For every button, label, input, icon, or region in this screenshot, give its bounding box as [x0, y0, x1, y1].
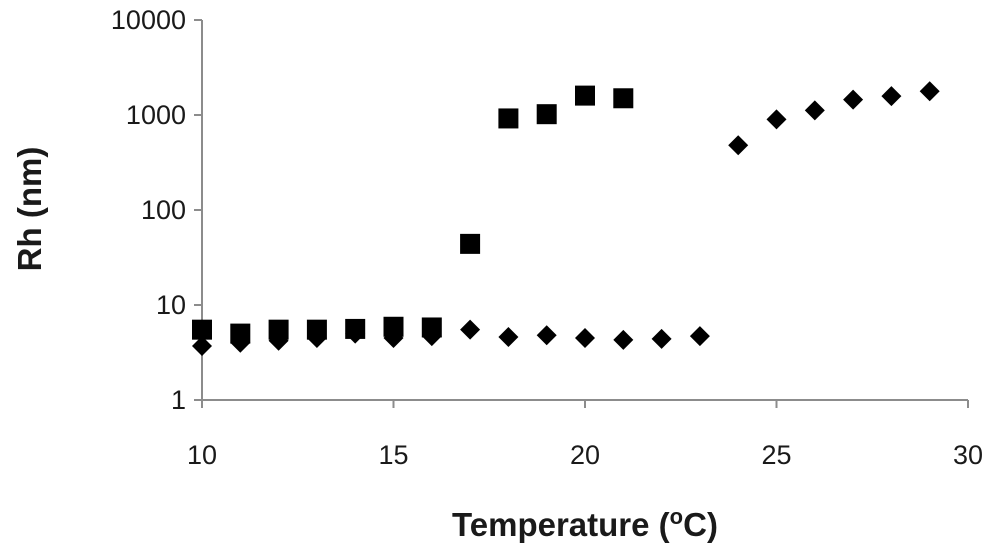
- y-axis-title: Rh (nm): [11, 147, 48, 272]
- square-marker: [536, 104, 557, 125]
- diamond-marker: [498, 327, 519, 348]
- y-tick-label: 100: [141, 195, 186, 225]
- diamond-marker: [383, 327, 404, 348]
- diamond-marker: [306, 327, 327, 348]
- square-marker: [192, 319, 212, 340]
- y-tick-label: 10: [156, 290, 186, 320]
- square-marker: [613, 88, 634, 109]
- x-tick-label: 30: [953, 440, 983, 470]
- x-tick-label: 10: [187, 440, 217, 470]
- x-axis-title-tail: C): [683, 506, 718, 543]
- x-tick-label: 20: [570, 440, 600, 470]
- diamond-marker: [460, 319, 481, 340]
- diamond-marker: [230, 332, 251, 353]
- diamond-marker: [881, 86, 902, 107]
- square-marker: [268, 319, 289, 340]
- data-markers: [192, 81, 940, 357]
- x-axis-title-superscript: o: [670, 504, 683, 529]
- diamond-marker: [919, 81, 940, 102]
- diamond-marker: [804, 100, 825, 121]
- diamond-marker: [651, 328, 672, 349]
- diamond-marker: [575, 327, 595, 348]
- diamond-marker: [689, 326, 710, 347]
- square-marker: [498, 108, 519, 129]
- diamond-marker: [192, 336, 212, 357]
- x-axis-ticks: 10 15 20 25 30: [187, 400, 983, 470]
- diamond-marker: [268, 330, 289, 351]
- diamond-marker: [728, 135, 749, 156]
- diamond-marker: [536, 325, 557, 346]
- y-tick-label: 1: [171, 385, 186, 415]
- y-tick-label: 1000: [126, 100, 186, 130]
- square-marker: [460, 233, 481, 254]
- y-tick-label: 10000: [111, 5, 186, 35]
- x-axis-title: Temperature (oC): [452, 504, 718, 543]
- diamond-marker: [766, 109, 787, 130]
- y-axis-ticks: 1 10 100 1000 10000: [111, 5, 202, 415]
- x-axis-title-base: Temperature (: [452, 506, 670, 543]
- diamond-marker: [345, 323, 366, 344]
- diamond-marker: [613, 329, 634, 350]
- square-marker: [575, 85, 595, 106]
- square-marker: [383, 316, 404, 337]
- x-tick-label: 15: [378, 440, 408, 470]
- x-tick-label: 25: [761, 440, 791, 470]
- diamond-marker: [421, 326, 442, 347]
- diamond-marker: [843, 89, 864, 110]
